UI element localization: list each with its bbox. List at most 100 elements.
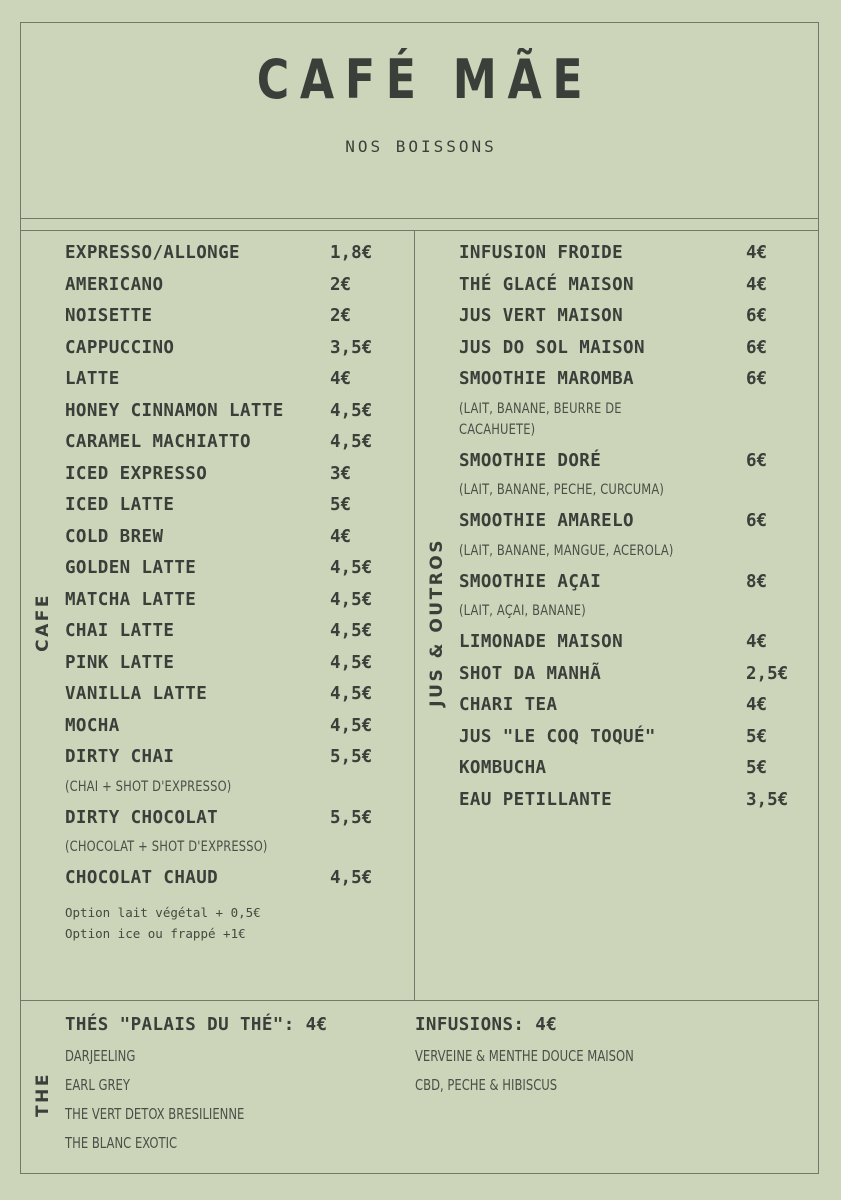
section-label-the: THE <box>21 1015 65 1173</box>
section-label-cafe: CAFE <box>21 245 65 1000</box>
menu-item-name: VANILLA LATTE <box>65 684 208 704</box>
menu-item-name: CHAI LATTE <box>65 621 175 641</box>
menu-item-price: 4€ <box>746 695 768 716</box>
menu-item-name: SMOOTHIE MAROMBA <box>459 369 634 389</box>
menu-item-price: 4,5€ <box>330 868 373 889</box>
jus-item-list: INFUSION FROIDE 4€ THÉ GLACÉ MAISON 4€ JUS V… <box>459 243 818 1000</box>
menu-item-name: SMOOTHIE DORÉ <box>459 450 602 471</box>
menu-item-row: SMOOTHIE AÇAI 8€ <box>459 571 818 592</box>
cafe-option-line: Option ice ou frappé +1€ <box>65 926 246 942</box>
cafe-item-list: EXPRESSO/ALLONGE 1,8€ AMERICANO 2€ NOISETTE 2… <box>65 243 414 1000</box>
menu-item-row: SHOT DA MANHÃ 2,5€ <box>459 663 818 684</box>
menu-item-row: LIMONADE MAISON 4€ <box>459 634 818 652</box>
menu-item-name: CARAMEL MACHIATTO <box>65 432 251 452</box>
menu-item-row: SMOOTHIE MAROMBA 6€ <box>459 369 818 389</box>
menu-item-name: CHOCOLAT CHAUD <box>65 868 219 889</box>
menu-item-price: 4€ <box>746 632 768 653</box>
menu-item-row: MATCHA LATTE 4,5€ <box>65 589 414 610</box>
menu-item-row: KOMBUCHA 5€ <box>459 760 818 778</box>
menu-item-row: NOISETTE 2€ <box>65 306 414 326</box>
menu-item-price: 4,5€ <box>330 652 373 673</box>
menu-item-price: 6€ <box>746 337 768 358</box>
menu-item-description: (LAIT, BANANE, BEURRE DE CACAHUETE) <box>459 400 622 438</box>
tea-item: DARJEELING <box>65 1047 136 1065</box>
menu-item-price: 6€ <box>746 306 768 326</box>
menu-item-name: PINK LATTE <box>65 652 175 673</box>
section-label-jus-text: JUS & OUTROS <box>427 538 447 707</box>
menu-item-name: DIRTY CHOCOLAT <box>65 807 219 828</box>
menu-item-price: 4€ <box>746 274 768 295</box>
tea-item: VERVEINE & MENTHE DOUCE MAISON <box>415 1047 634 1065</box>
menu-header: CAFÉ MÃE NOS BOISSONS <box>21 23 818 219</box>
menu-item-price: 8€ <box>746 571 768 592</box>
menu-item-row: THÉ GLACÉ MAISON 4€ <box>459 274 818 295</box>
menu-item-price: 2€ <box>330 274 352 295</box>
menu-item-description: (CHAI + SHOT D'EXPRESSO) <box>65 778 232 795</box>
menu-item-name: GOLDEN LATTE <box>65 558 197 578</box>
menu-item-name: JUS "LE COQ TOQUÉ" <box>459 726 656 747</box>
menu-item-name: SMOOTHIE AMARELO <box>459 511 634 532</box>
menu-item-row: CHAI LATTE 4,5€ <box>65 621 414 641</box>
menu-item-name: THÉ GLACÉ MAISON <box>459 274 634 295</box>
menu-item-row: MOCHA 4,5€ <box>65 715 414 736</box>
menu-item-price: 4,5€ <box>330 589 373 610</box>
tea-item: THE VERT DETOX BRESILIENNE <box>65 1105 245 1123</box>
menu-item-price: 5€ <box>330 495 352 515</box>
menu-item-name: NOISETTE <box>65 306 153 326</box>
menu-item-price: 6€ <box>746 369 768 389</box>
menu-item-row: VANILLA LATTE 4,5€ <box>65 684 414 704</box>
menu-item-name: SHOT DA MANHÃ <box>459 663 602 684</box>
menu-item-price: 1,8€ <box>330 243 373 263</box>
menu-item-name: ICED EXPRESSO <box>65 463 208 484</box>
menu-item-price: 3€ <box>330 463 352 484</box>
menu-item-name: CAPPUCCINO <box>65 337 175 358</box>
menu-item-name: CHARI TEA <box>459 695 558 716</box>
tea-group-heading: THÉS "PALAIS DU THÉ": 4€ <box>65 1015 328 1035</box>
menu-item-price: 6€ <box>746 450 768 471</box>
section-the: THE THÉS "PALAIS DU THÉ": 4€ DARJEELING EA… <box>21 1001 818 1173</box>
menu-item-row: PINK LATTE 4,5€ <box>65 652 414 673</box>
menu-item-row: INFUSION FROIDE 4€ <box>459 243 818 263</box>
menu-item-row: EXPRESSO/ALLONGE 1,8€ <box>65 243 414 263</box>
page-title: CAFÉ MÃE <box>256 48 594 111</box>
menu-item-name: EXPRESSO/ALLONGE <box>65 243 240 263</box>
menu-item-price: 3,5€ <box>746 789 789 810</box>
page-subtitle: NOS BOISSONS <box>345 137 497 156</box>
menu-item-row: COLD BREW 4€ <box>65 528 414 547</box>
section-label-the-text: THE <box>33 1071 53 1117</box>
menu-item-row: CHOCOLAT CHAUD 4,5€ <box>65 870 414 888</box>
menu-item-name: KOMBUCHA <box>459 758 547 779</box>
menu-item-row: DIRTY CHOCOLAT 5,5€ <box>65 807 414 828</box>
header-divider-rule <box>21 219 818 231</box>
tea-group-list: THÉS "PALAIS DU THÉ": 4€ DARJEELING EARL G… <box>65 1015 818 1173</box>
tea-item: EARL GREY <box>65 1076 130 1094</box>
menu-item-name: AMERICANO <box>65 274 164 295</box>
tea-group: THÉS "PALAIS DU THÉ": 4€ DARJEELING EARL G… <box>65 1015 415 1173</box>
menu-item-price: 3,5€ <box>330 337 373 358</box>
menu-item-price: 4,5€ <box>330 715 373 736</box>
section-jus: JUS & OUTROS INFUSION FROIDE 4€ THÉ GLACÉ … <box>415 231 818 1000</box>
menu-item-description: (LAIT, AÇAI, BANANE) <box>459 603 586 620</box>
menu-item-price: 4,5€ <box>330 558 373 578</box>
tea-item: THE BLANC EXOTIC <box>65 1134 178 1152</box>
cafe-option-line: Option lait végétal + 0,5€ <box>65 904 261 920</box>
menu-item-row: CAPPUCCINO 3,5€ <box>65 337 414 358</box>
menu-item-row: ICED LATTE 5€ <box>65 495 414 515</box>
menu-item-row: SMOOTHIE DORÉ 6€ <box>459 450 818 471</box>
menu-item-name: JUS DO SOL MAISON <box>459 337 645 358</box>
menu-item-price: 4,5€ <box>330 684 373 704</box>
menu-item-name: EAU PETILLANTE <box>459 789 613 810</box>
menu-item-name: INFUSION FROIDE <box>459 243 624 263</box>
menu-item-row: CHARI TEA 4€ <box>459 697 818 715</box>
menu-item-row: LATTE 4€ <box>65 370 414 389</box>
menu-item-row: JUS "LE COQ TOQUÉ" 5€ <box>459 726 818 747</box>
menu-item-row: JUS DO SOL MAISON 6€ <box>459 337 818 358</box>
menu-item-price: 2,5€ <box>746 663 789 684</box>
menu-item-row: CARAMEL MACHIATTO 4,5€ <box>65 432 414 452</box>
menu-item-name: ICED LATTE <box>65 495 175 515</box>
menu-item-price: 2€ <box>330 306 352 326</box>
menu-columns: CAFE EXPRESSO/ALLONGE 1,8€ AMERICANO 2€ NOIS… <box>21 231 818 1001</box>
menu-item-name: LIMONADE MAISON <box>459 632 624 653</box>
tea-group: INFUSIONS: 4€ VERVEINE & MENTHE DOUCE MAI… <box>415 1015 818 1173</box>
menu-item-description: (LAIT, BANANE, MANGUE, ACEROLA) <box>459 542 674 559</box>
